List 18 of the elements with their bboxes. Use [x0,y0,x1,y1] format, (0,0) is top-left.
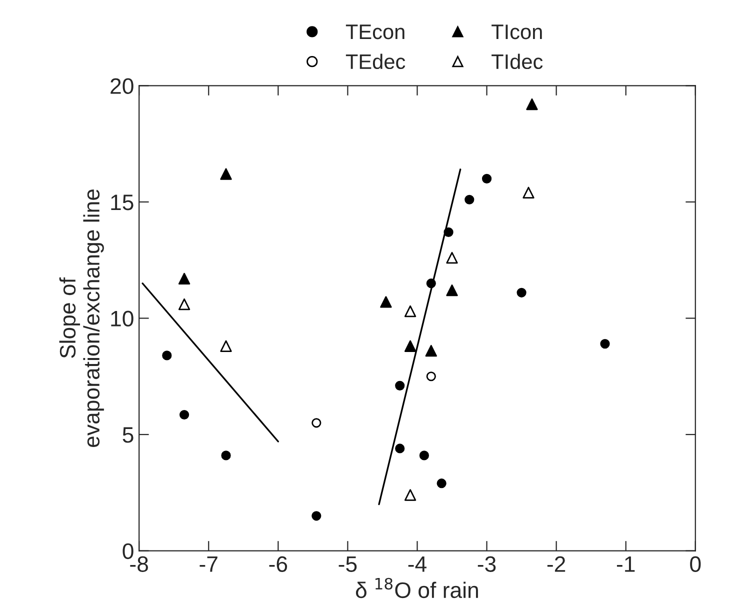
x-tick-label: -5 [338,556,357,572]
legend-label: TEdec [346,54,406,70]
x-axis-title: δ $^{18}$O of rain [356,578,478,598]
x-tick-label: 0 [690,556,701,572]
legend-label: TIdec [492,54,543,70]
y-tick-label: 15 [111,194,134,210]
x-tick-label: -1 [616,556,635,572]
y-tick-label: 20 [110,78,134,94]
x-tick-label: -3 [478,556,496,572]
legend-label: TEcon [346,24,404,40]
legend-label: TIcon [492,24,542,40]
x-tick-label: -7 [200,556,218,572]
x-tick-label: -2 [547,556,566,572]
y-tick-label: 10 [111,310,134,327]
y-axis-title: Slope of evaporation/exchange line [59,189,104,448]
y-tick-label: 5 [122,427,134,443]
x-tick-label: -6 [269,556,288,572]
x-tick-label: -4 [408,556,426,572]
